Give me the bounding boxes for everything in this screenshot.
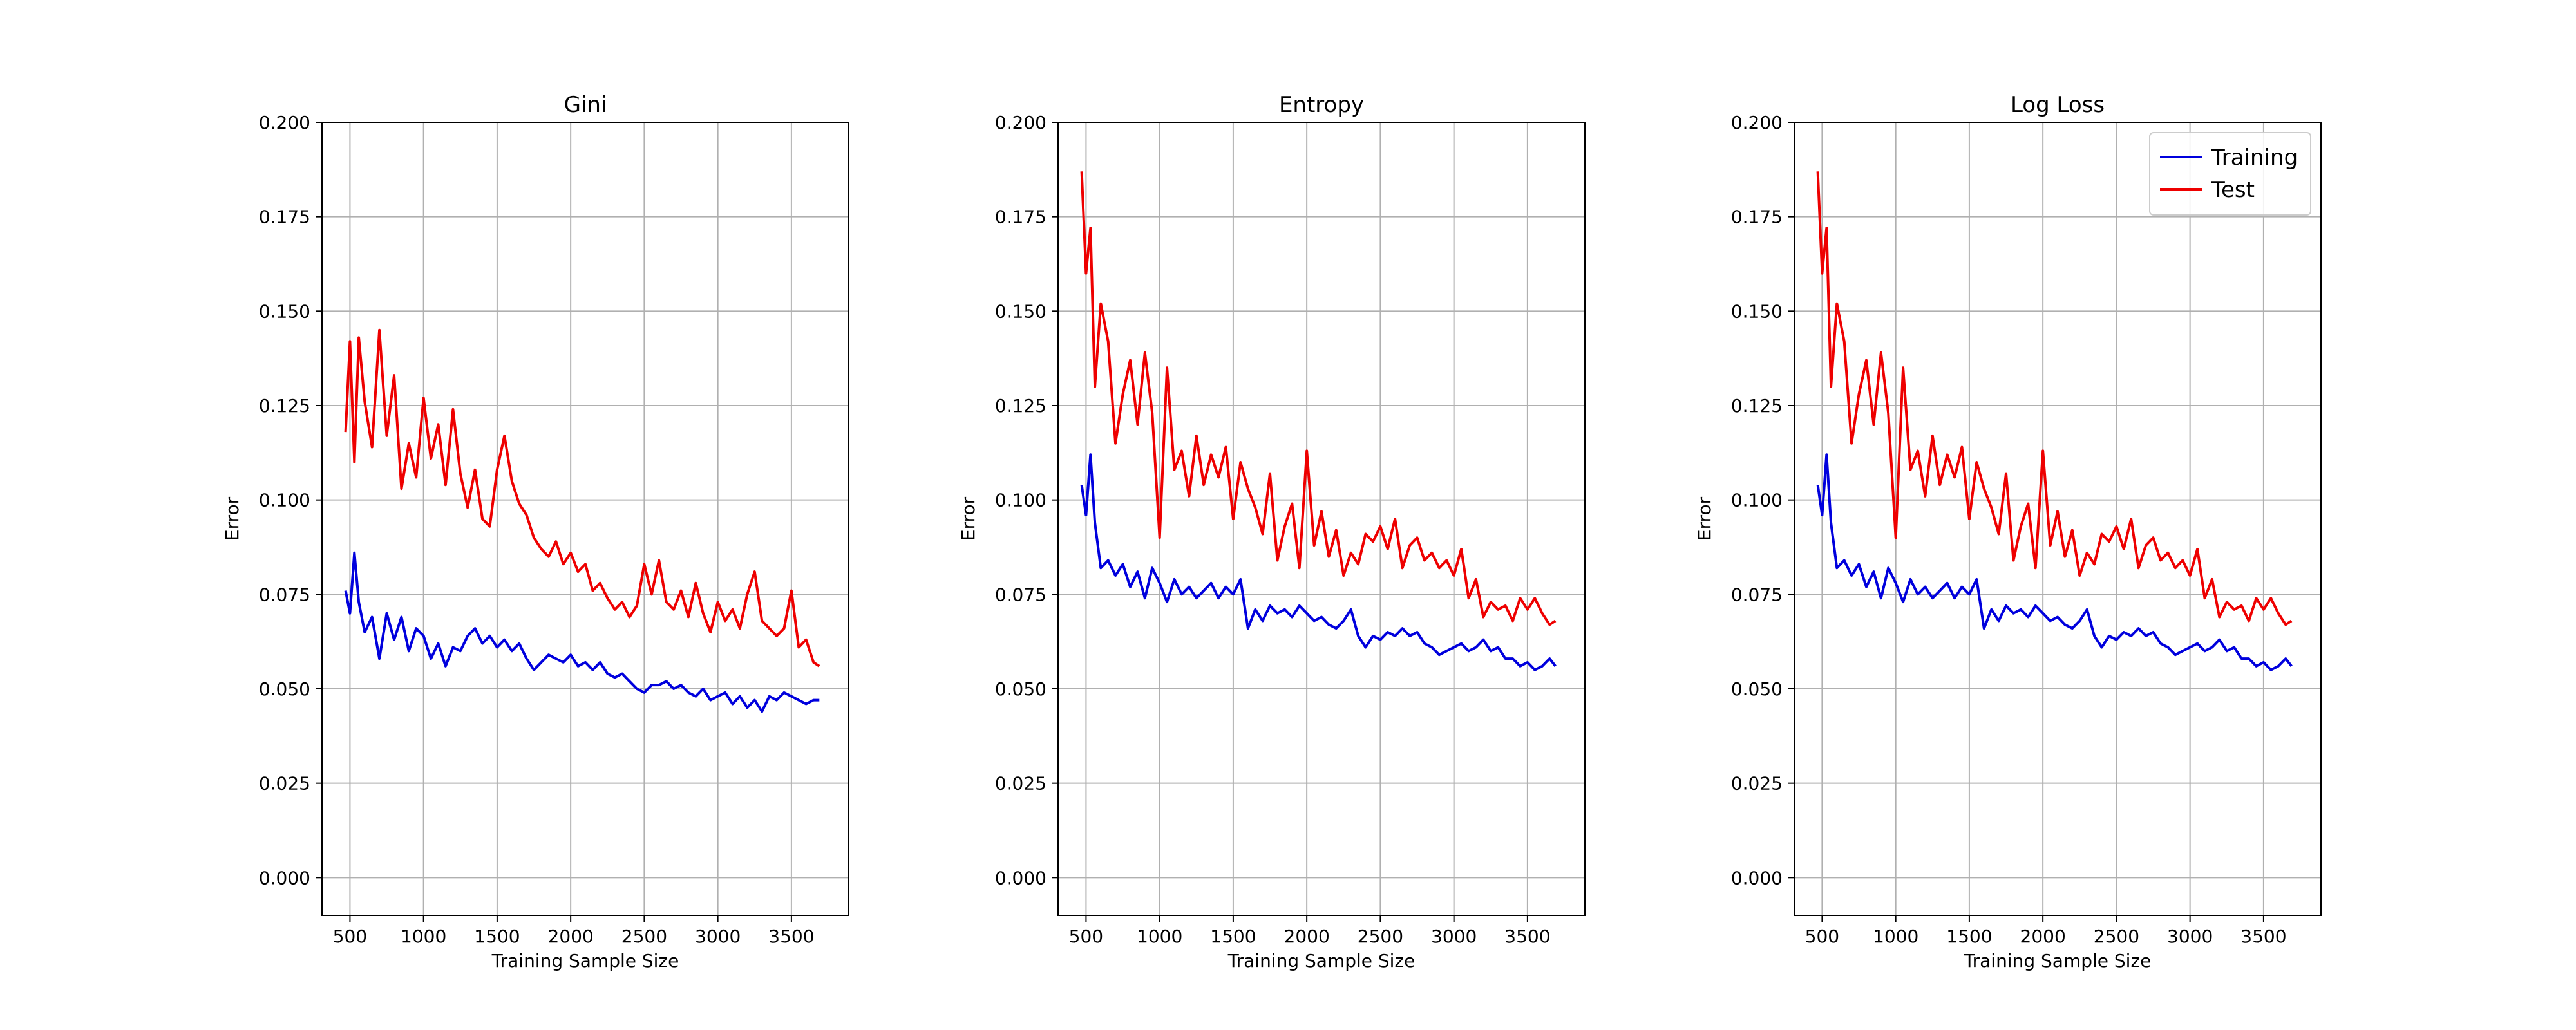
x-tick-label: 3000 xyxy=(695,926,741,947)
x-tick-label: 3500 xyxy=(1504,926,1550,947)
legend-label-training: Training xyxy=(2211,145,2298,171)
y-tick-label: 0.200 xyxy=(995,112,1046,133)
y-tick-label: 0.000 xyxy=(995,867,1046,888)
y-tick-label: 0.175 xyxy=(1731,207,1783,228)
y-axis-label: Error xyxy=(1694,496,1715,541)
y-tick-label: 0.075 xyxy=(1731,584,1783,605)
y-tick-label: 0.150 xyxy=(1731,301,1783,322)
axes-frame xyxy=(1794,122,2322,916)
x-tick-label: 2500 xyxy=(2094,926,2139,947)
series-line-training xyxy=(1816,453,2293,671)
y-tick-label: 0.025 xyxy=(995,773,1046,794)
x-tick-label: 2000 xyxy=(2020,926,2066,947)
x-axis-label: Training Sample Size xyxy=(1964,950,2152,971)
x-tick-label: 1000 xyxy=(401,926,446,947)
y-tick-label: 0.150 xyxy=(259,301,310,322)
y-tick-label: 0.050 xyxy=(1731,679,1783,700)
series-line-training xyxy=(1080,453,1557,671)
x-tick-label: 3000 xyxy=(2167,926,2213,947)
y-tick-label: 0.200 xyxy=(1731,112,1783,133)
y-tick-label: 0.100 xyxy=(995,490,1046,511)
y-tick-label: 0.050 xyxy=(259,679,310,700)
x-tick-label: 500 xyxy=(1805,926,1839,947)
x-tick-label: 500 xyxy=(1069,926,1103,947)
y-tick-label: 0.100 xyxy=(1731,490,1783,511)
chart-title: Entropy xyxy=(1279,92,1364,118)
y-tick-label: 0.050 xyxy=(995,679,1046,700)
y-tick-label: 0.150 xyxy=(995,301,1046,322)
x-tick-label: 2500 xyxy=(621,926,667,947)
x-axis-label: Training Sample Size xyxy=(1227,950,1416,971)
legend: Training Test xyxy=(2149,132,2311,216)
y-tick-label: 0.000 xyxy=(259,867,310,888)
chart-panel-1: 500 1000 1500 2000 2500 3000 3500 0.000 0.025 0.0… xyxy=(222,92,849,971)
x-tick-label: 1500 xyxy=(1210,926,1256,947)
x-tick-label: 500 xyxy=(333,926,367,947)
y-axis-label: Error xyxy=(958,496,979,541)
series-line-test xyxy=(1080,171,1557,626)
chart-panel-2: 500 1000 1500 2000 2500 3000 3500 0.000 0.025 0.0… xyxy=(958,92,1586,971)
y-tick-label: 0.100 xyxy=(259,490,310,511)
x-tick-label: 1500 xyxy=(1946,926,1992,947)
series-line-test xyxy=(1816,171,2293,626)
x-tick-label: 1500 xyxy=(474,926,520,947)
axes-frame xyxy=(1057,122,1586,916)
axes-frame xyxy=(321,122,849,916)
y-tick-label: 0.200 xyxy=(259,112,310,133)
x-tick-label: 1000 xyxy=(1873,926,1918,947)
y-tick-label: 0.125 xyxy=(259,395,310,417)
y-tick-label: 0.025 xyxy=(259,773,310,794)
chart-title: Log Loss xyxy=(2011,92,2105,118)
chart-panel-3: 500 1000 1500 2000 2500 3000 3500 0.000 0.025 0.0… xyxy=(1694,92,2322,971)
y-tick-label: 0.075 xyxy=(259,584,310,605)
x-tick-label: 3000 xyxy=(1431,926,1477,947)
y-tick-label: 0.175 xyxy=(259,207,310,228)
legend-box xyxy=(2149,132,2311,216)
y-tick-label: 0.125 xyxy=(1731,395,1783,417)
x-tick-label: 3500 xyxy=(2240,926,2286,947)
x-axis-label: Training Sample Size xyxy=(491,950,679,971)
series-line-test xyxy=(344,328,820,668)
x-tick-label: 2500 xyxy=(1358,926,1403,947)
y-tick-label: 0.025 xyxy=(1731,773,1783,794)
y-tick-label: 0.175 xyxy=(995,207,1046,228)
series-line-training xyxy=(344,551,820,713)
x-tick-label: 3500 xyxy=(768,926,814,947)
chart-title: Gini xyxy=(564,92,607,118)
y-tick-label: 0.125 xyxy=(995,395,1046,417)
legend-label-test: Test xyxy=(2211,177,2255,203)
x-tick-label: 1000 xyxy=(1137,926,1182,947)
y-axis-label: Error xyxy=(222,496,243,541)
y-tick-label: 0.000 xyxy=(1731,867,1783,888)
x-tick-label: 2000 xyxy=(1284,926,1330,947)
y-tick-label: 0.075 xyxy=(995,584,1046,605)
x-tick-label: 2000 xyxy=(548,926,594,947)
